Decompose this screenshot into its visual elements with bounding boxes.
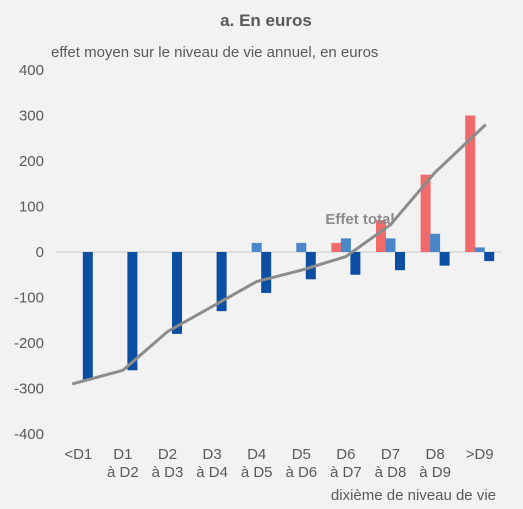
x-axis-label: dixième de niveau de vie	[331, 487, 496, 504]
x-tick-label: D6 à D7	[330, 446, 362, 481]
series-label: Effet total	[325, 211, 394, 228]
bar	[296, 242, 307, 252]
bar	[340, 238, 351, 252]
x-axis-ticks: <D1 D1 à D2 D2 à D3 D3 à D4 D4 à D5 D5 à D6 D6 à D7 D…	[64, 446, 493, 481]
y-tick-label: -300	[14, 381, 44, 398]
chart-title: a. En euros	[220, 11, 312, 30]
x-tick-label: D2 à D3	[152, 446, 184, 481]
bar	[261, 252, 272, 293]
bar	[251, 242, 262, 252]
y-tick-label: -100	[14, 290, 44, 307]
x-tick-label: D5 à D6	[285, 446, 317, 481]
bar	[385, 238, 396, 252]
bar	[172, 252, 182, 334]
y-axis-label: effet moyen sur le niveau de vie annuel,…	[51, 44, 378, 61]
bar	[420, 174, 431, 252]
bar	[430, 233, 441, 252]
bar	[350, 252, 361, 275]
bar	[127, 252, 138, 371]
y-tick-label: 100	[19, 199, 44, 216]
x-tick-label: D4 à D5	[241, 446, 273, 481]
bar	[484, 252, 495, 262]
x-tick-label: D3 à D4	[196, 446, 228, 481]
bar	[82, 252, 93, 380]
y-axis-ticks: -400 -300 -200 -100 0 100 200 300 400	[14, 62, 44, 443]
total-line-group: Effet total	[71, 123, 487, 386]
bar	[439, 252, 450, 266]
y-tick-label: -400	[14, 426, 44, 443]
bar	[395, 252, 405, 271]
bar	[331, 242, 342, 252]
x-tick-label: D8 à D9	[419, 446, 451, 481]
y-tick-label: 400	[19, 62, 44, 79]
y-tick-label: 0	[36, 244, 44, 261]
x-tick-label: <D1	[64, 446, 92, 463]
bar	[465, 115, 476, 252]
x-tick-label: D7 à D8	[375, 446, 407, 481]
bar	[376, 220, 386, 252]
x-tick-label: >D9	[466, 446, 494, 463]
total-line	[71, 123, 487, 386]
y-tick-label: -200	[14, 335, 44, 352]
y-tick-label: 200	[19, 153, 44, 170]
y-tick-label: 300	[19, 108, 44, 125]
x-tick-label: D1 à D2	[107, 446, 139, 481]
bar	[305, 252, 316, 280]
bar	[474, 247, 485, 252]
bar	[216, 252, 227, 312]
bars-group	[82, 115, 495, 380]
